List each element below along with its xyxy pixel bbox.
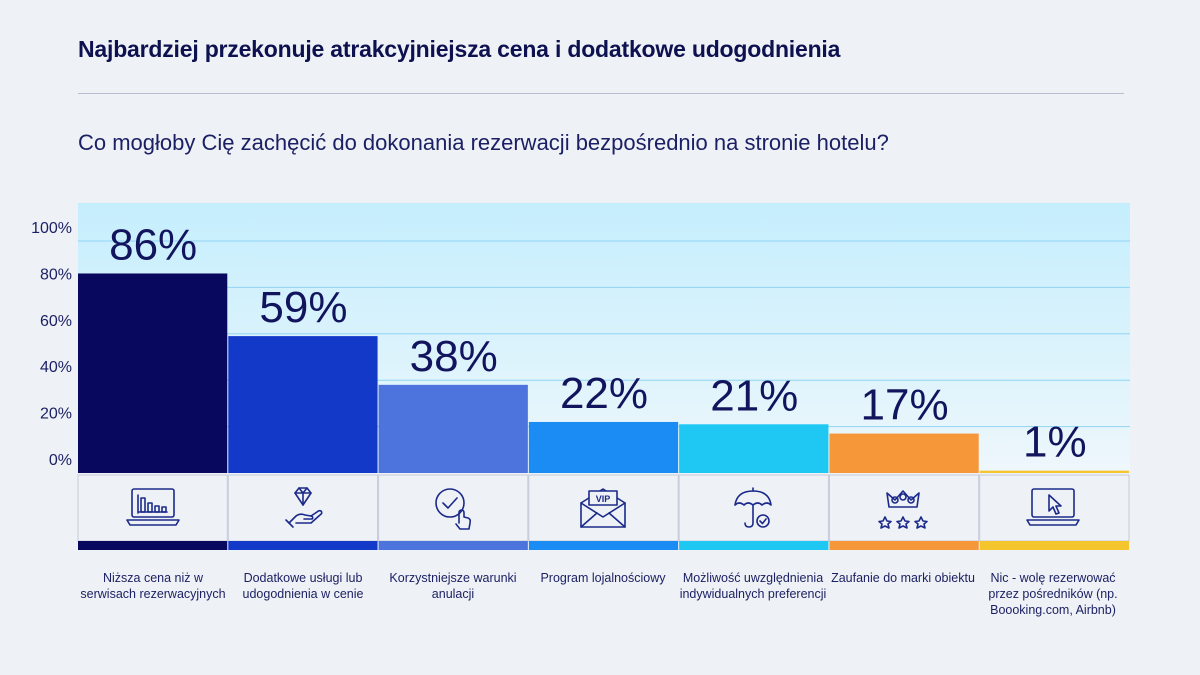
svg-text:VIP: VIP [596, 494, 611, 504]
icon-cell [378, 474, 529, 542]
category-label: Możliwość uwzględnienia indywidualnych p… [679, 571, 827, 601]
color-strip [78, 541, 228, 550]
color-strip [829, 541, 979, 550]
value-label: 38% [410, 332, 498, 381]
bar [228, 336, 378, 473]
umbrella-shield-icon [678, 475, 828, 541]
category-label: Niższa cena niż w serwisach rezerwacyjny… [80, 571, 226, 601]
bars [78, 273, 1129, 473]
bar [528, 421, 679, 473]
laptop-chart-icon [78, 475, 228, 541]
icon-cell [979, 474, 1130, 542]
crown-stars-icon [828, 475, 978, 541]
color-strip [528, 541, 679, 550]
value-label: 86% [109, 220, 197, 269]
color-strip [228, 541, 378, 550]
icon-cell [828, 474, 980, 542]
laptop-cursor-icon [978, 475, 1128, 541]
hand-diamond-icon [228, 475, 378, 541]
category-label: Nic - wolę rezerwować przez pośredników … [988, 571, 1118, 617]
value-label: 21% [710, 371, 798, 420]
y-tick-label: 40% [40, 359, 72, 376]
color-strip [979, 541, 1129, 550]
bar [378, 384, 528, 473]
color-strip [679, 541, 829, 550]
bar [979, 470, 1129, 473]
y-axis-ticks: 0% 20% 40% 60% 80% 100% [31, 220, 72, 469]
category-label: Zaufanie do marki obiektu [831, 571, 975, 585]
color-strip [378, 541, 528, 550]
category-labels: Niższa cena niż w serwisach rezerwacyjny… [78, 570, 1130, 660]
category-label: Korzystniejsze warunki anulacji [389, 571, 517, 601]
y-tick-label: 60% [40, 313, 72, 330]
value-label: 22% [560, 369, 648, 418]
value-labels: 86% 59% 38% 22% 21% 17% 1% [109, 220, 1087, 466]
bar [78, 273, 228, 473]
bar [679, 424, 829, 473]
value-label: 1% [1023, 418, 1087, 467]
chart-question: Co mogłoby Cię zachęcić do dokonania rez… [78, 130, 889, 155]
vip-envelope-icon: VIP [528, 475, 678, 541]
category-label: Dodatkowe usługi lub udogodnienia w ceni… [242, 571, 364, 601]
icon-cell [528, 474, 679, 542]
page-title: Najbardziej przekonuje atrakcyjniejsza c… [78, 36, 841, 62]
y-tick-label: 100% [31, 220, 72, 237]
y-tick-label: 0% [49, 452, 72, 469]
icon-boxes [77, 474, 1130, 550]
y-tick-label: 80% [40, 266, 72, 283]
category-label: Program lojalnościowy [540, 571, 666, 585]
check-hand-icon [378, 475, 528, 541]
icon-row: VIP [78, 475, 1130, 541]
y-tick-label: 20% [40, 406, 72, 423]
bar [829, 433, 979, 473]
title-divider [78, 93, 1124, 94]
icon-cell [227, 474, 379, 542]
value-label: 17% [861, 381, 949, 430]
value-label: 59% [259, 283, 347, 332]
